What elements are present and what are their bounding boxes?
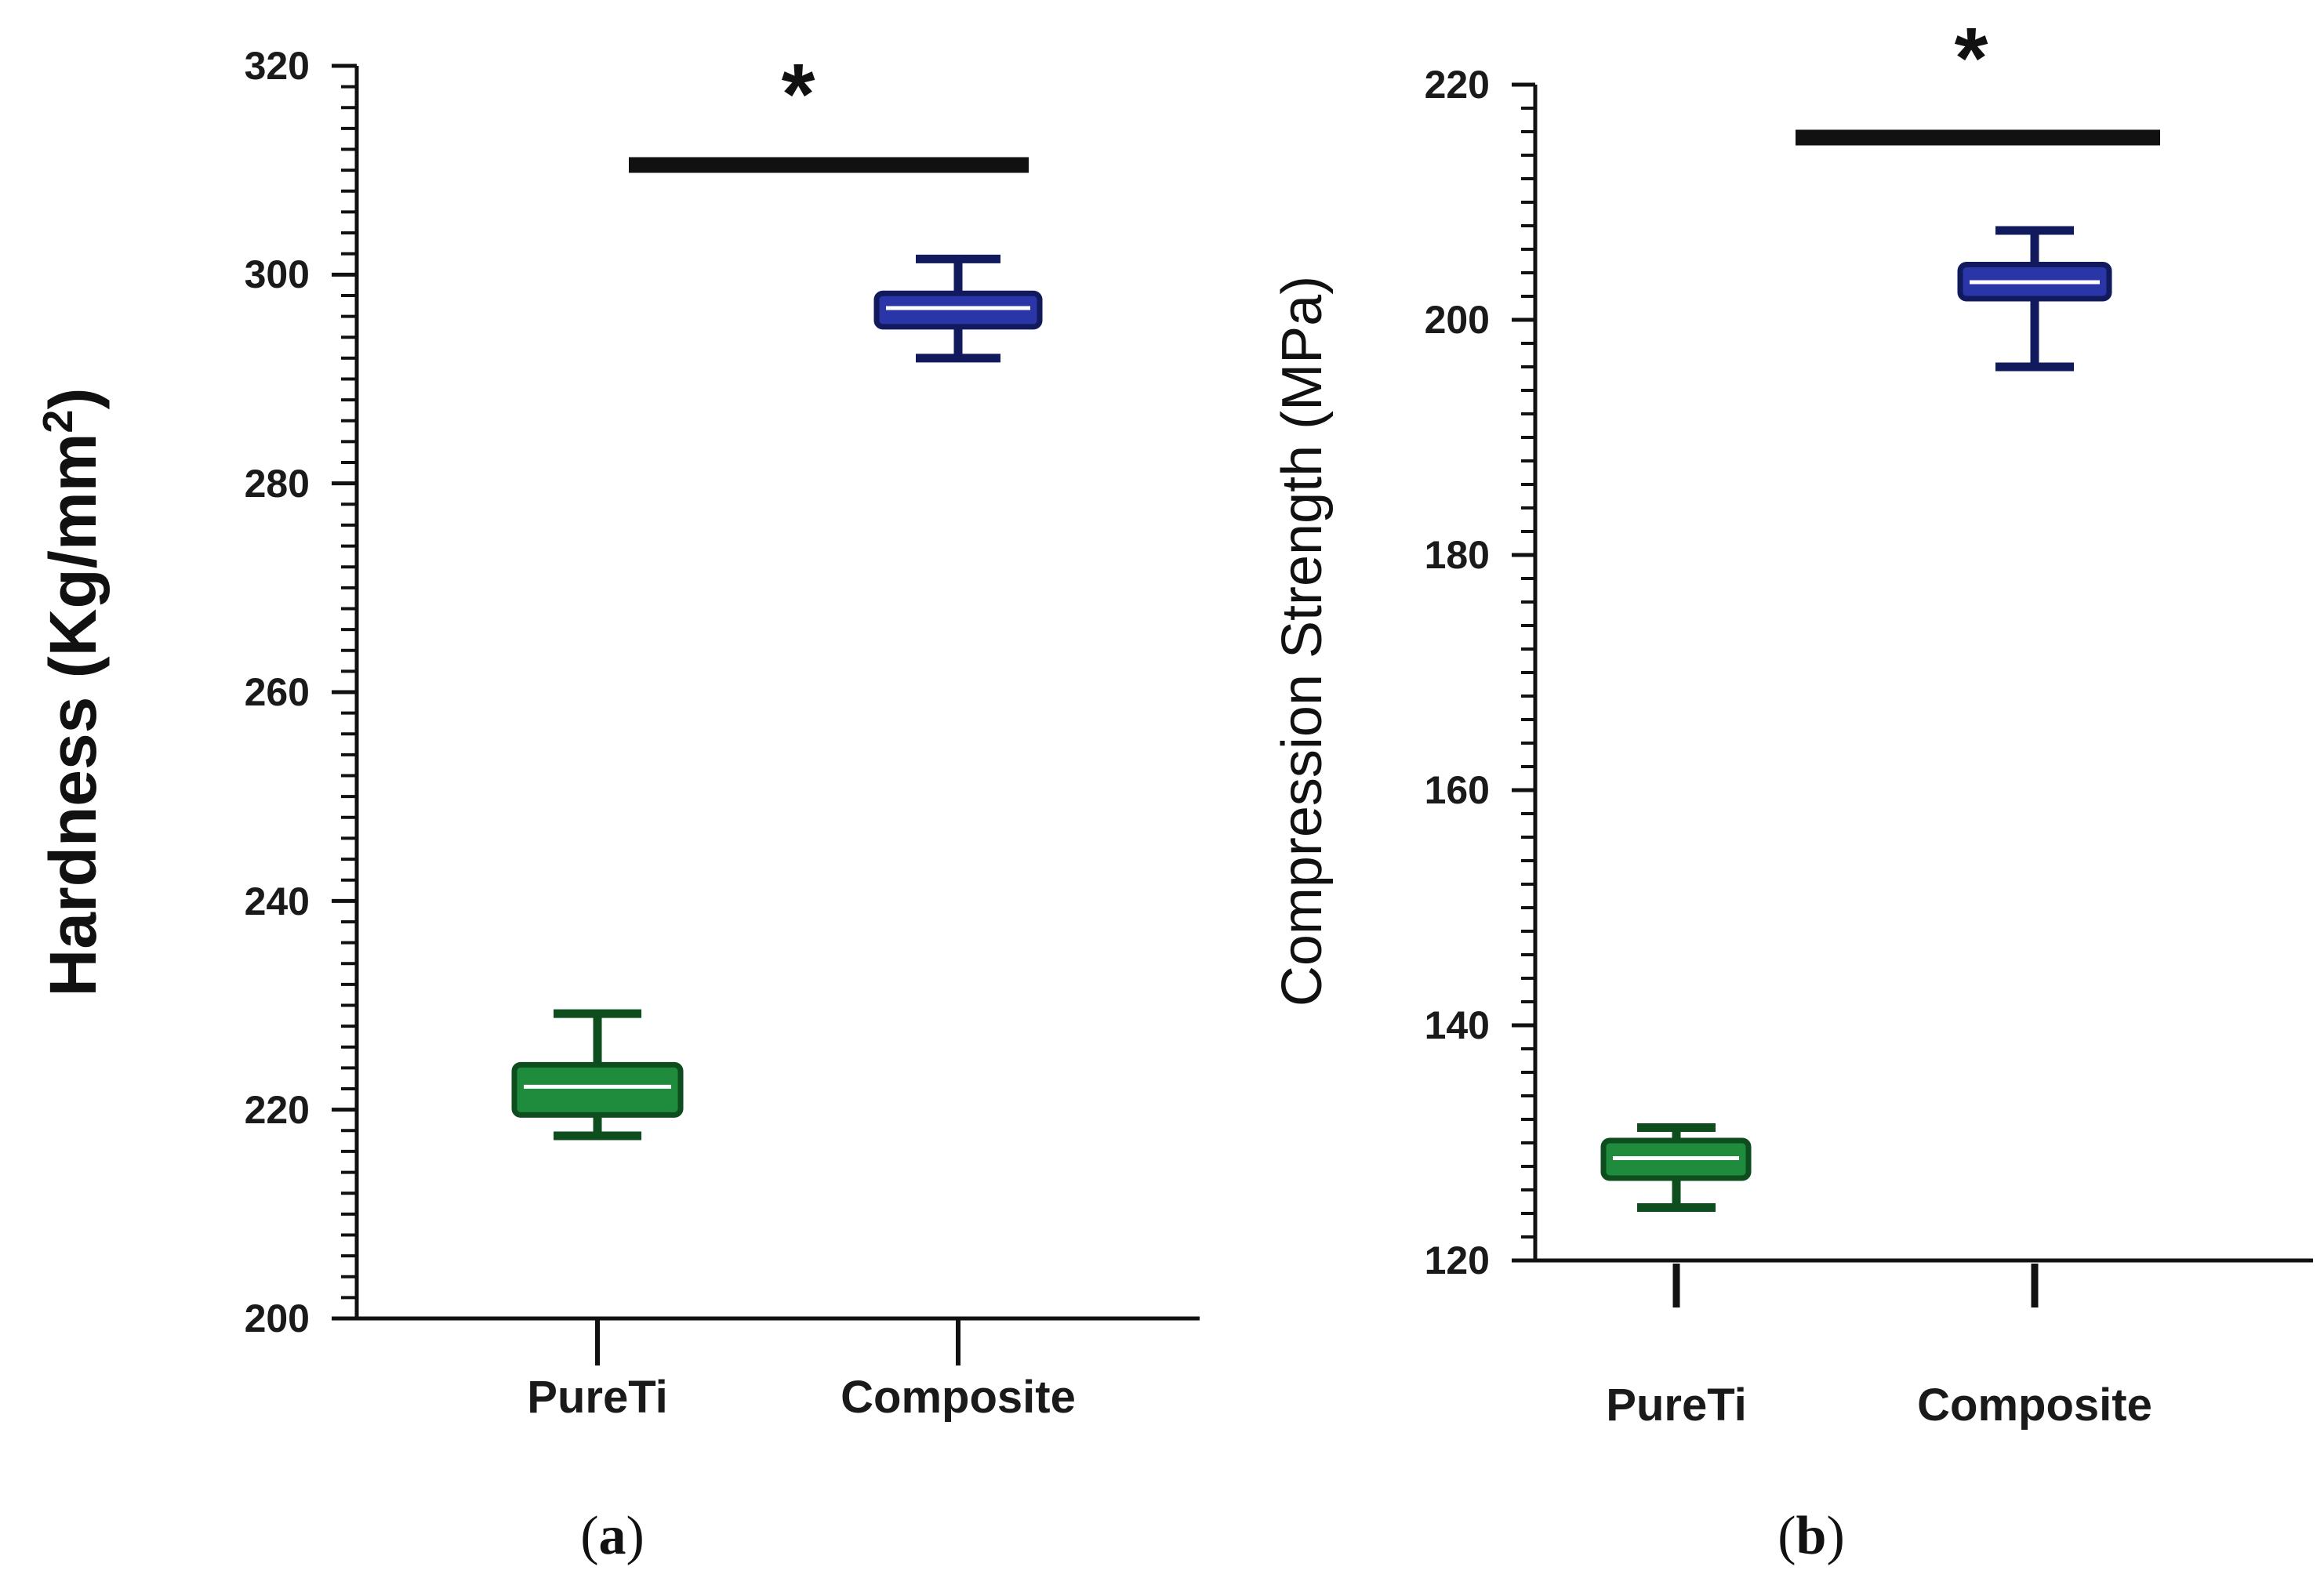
- x-category-label-a-composite: Composite: [841, 1372, 1076, 1423]
- box-b-composite: [1957, 226, 2112, 372]
- chart-panel-a: 200 220 240 260 280 300 320 Hardness (Kg…: [34, 44, 1200, 1566]
- x-category-label-b-pureti: PureTi: [1606, 1380, 1746, 1431]
- panel-label-a: (a): [580, 1506, 645, 1566]
- panel-label-b: (b): [1777, 1506, 1845, 1566]
- box-b-pureti: [1600, 1123, 1752, 1212]
- significance-star-a: *: [782, 46, 815, 143]
- x-category-label-a-pureti: PureTi: [527, 1372, 667, 1423]
- y-tick-label-a-240: 240: [245, 879, 310, 923]
- y-tick-label-b-120: 120: [1425, 1239, 1490, 1282]
- y-major-ticks-b: [1512, 82, 1535, 1263]
- box-a-composite: [873, 254, 1043, 363]
- y-tick-label-a-200: 200: [245, 1297, 310, 1340]
- significance-star-b: *: [1955, 10, 1988, 107]
- y-tick-label-b-180: 180: [1425, 533, 1490, 577]
- y-tick-label-b-220: 220: [1425, 63, 1490, 107]
- box-a-pureti: [511, 1009, 684, 1141]
- box-body-a-pureti: [511, 1061, 684, 1118]
- y-tick-label-a-320: 320: [245, 44, 310, 88]
- y-axis-title-a: Hardness (Kg/mm2): [34, 388, 110, 997]
- x-category-label-b-composite: Composite: [1917, 1380, 2152, 1431]
- y-axis-title-b: Compression Strength (MPa): [1271, 276, 1334, 1006]
- box-body-a-composite: [873, 290, 1043, 330]
- y-tick-label-a-300: 300: [245, 252, 310, 296]
- y-tick-label-a-260: 260: [245, 670, 310, 714]
- y-tick-label-a-220: 220: [245, 1088, 310, 1132]
- y-tick-label-b-160: 160: [1425, 768, 1490, 812]
- y-tick-label-a-280: 280: [245, 462, 310, 506]
- chart-panel-b: 120 140 160 180 200 220 Compression Stre…: [1271, 10, 2313, 1566]
- y-minor-ticks-b: [1521, 83, 1535, 1262]
- y-tick-label-b-200: 200: [1425, 298, 1490, 342]
- y-major-ticks-a: [332, 63, 357, 1321]
- y-tick-label-b-140: 140: [1425, 1003, 1490, 1047]
